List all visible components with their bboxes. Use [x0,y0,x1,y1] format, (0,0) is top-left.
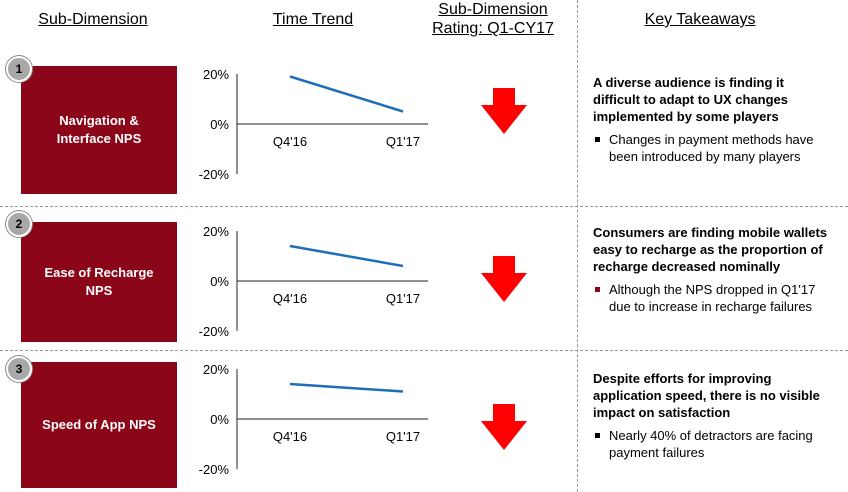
row-2-bullet-text: Although the NPS dropped in Q1'17 due to… [609,282,816,314]
row-1-bullet: Changes in payment methods have been int… [593,131,828,165]
row-3-takeaway: Despite efforts for improving applicatio… [593,370,828,461]
row-3-takeaway-heading: Despite efforts for improving applicatio… [593,371,820,420]
x-tick-label: Q1'17 [386,429,420,444]
row-2-takeaway-heading: Consumers are finding mobile wallets eas… [593,225,828,274]
row-2-trend-chart: 20% 0% -20% Q4'16 Q1'17 [199,224,428,339]
x-tick-label: Q1'17 [386,134,420,149]
bullet-square-icon [595,137,600,142]
row-1-name-line2: Interface NPS [56,131,142,146]
row-divider-2 [0,350,848,351]
row-2-bullet: Although the NPS dropped in Q1'17 due to… [593,281,828,315]
x-tick-label: Q4'16 [273,291,307,306]
y-tick-label: 0% [210,274,229,289]
bullet-square-icon [595,433,600,438]
row-2-rating-down-arrow-icon [481,256,527,302]
row-2-number-badge: 2 [6,211,32,237]
row-3-bullet: Nearly 40% of detractors are facing paym… [593,427,828,461]
row-3-sub-dimension-box: Speed of App NPS [21,362,177,488]
x-tick-label: Q4'16 [273,134,307,149]
y-tick-label: 0% [210,117,229,132]
row-3-bullet-text: Nearly 40% of detractors are facing paym… [609,428,813,460]
series-line [289,75,404,113]
y-tick-label: -20% [199,167,230,182]
y-tick-label: 20% [203,224,229,239]
row-1-rating-down-arrow-icon [481,88,527,134]
x-tick-label: Q4'16 [273,429,307,444]
row-3-rating-down-arrow-icon [481,404,527,450]
row-1-number-badge: 1 [6,56,32,82]
row-1-name-line1: Navigation & [59,113,139,128]
x-tick-label: Q1'17 [386,291,420,306]
row-1-takeaway-heading: A diverse audience is finding it difficu… [593,75,789,124]
header-rating-line2: Rating: Q1-CY17 [432,20,554,37]
y-tick-label: -20% [199,324,230,339]
row-1-trend-chart: 20% 0% -20% Q4'16 Q1'17 [199,67,428,182]
row-3-number-badge: 3 [6,356,32,382]
row-3-name-line1: Speed of App NPS [42,417,156,432]
bullet-square-icon [595,287,600,292]
row-1-bullet-text: Changes in payment methods have been int… [609,132,814,164]
row-1-takeaway: A diverse audience is finding it difficu… [593,74,828,165]
header-rating-line1: Sub-Dimension [438,1,548,18]
header-sub-dimension: Sub-Dimension [38,11,148,28]
row-2-takeaway: Consumers are finding mobile wallets eas… [593,224,828,315]
y-tick-label: 20% [203,67,229,82]
header-rating: Sub-Dimension Rating: Q1-CY17 [418,0,568,38]
y-tick-label: 0% [210,412,229,427]
row-2-name-line1: Ease of Recharge [44,265,154,280]
header-time-trend: Time Trend [272,11,354,28]
row-2-name-line2: NPS [85,283,113,298]
vertical-divider [577,0,578,492]
row-2-sub-dimension-box: Ease of Recharge NPS [21,222,177,342]
row-divider-1 [0,206,848,207]
series-line [289,244,404,268]
y-tick-label: -20% [199,462,230,477]
y-tick-label: 20% [203,362,229,377]
row-1-sub-dimension-box: Navigation & Interface NPS [21,66,177,194]
header-key-takeaways: Key Takeaways [644,11,756,28]
series-line [289,382,404,393]
row-3-trend-chart: 20% 0% -20% Q4'16 Q1'17 [199,362,428,477]
